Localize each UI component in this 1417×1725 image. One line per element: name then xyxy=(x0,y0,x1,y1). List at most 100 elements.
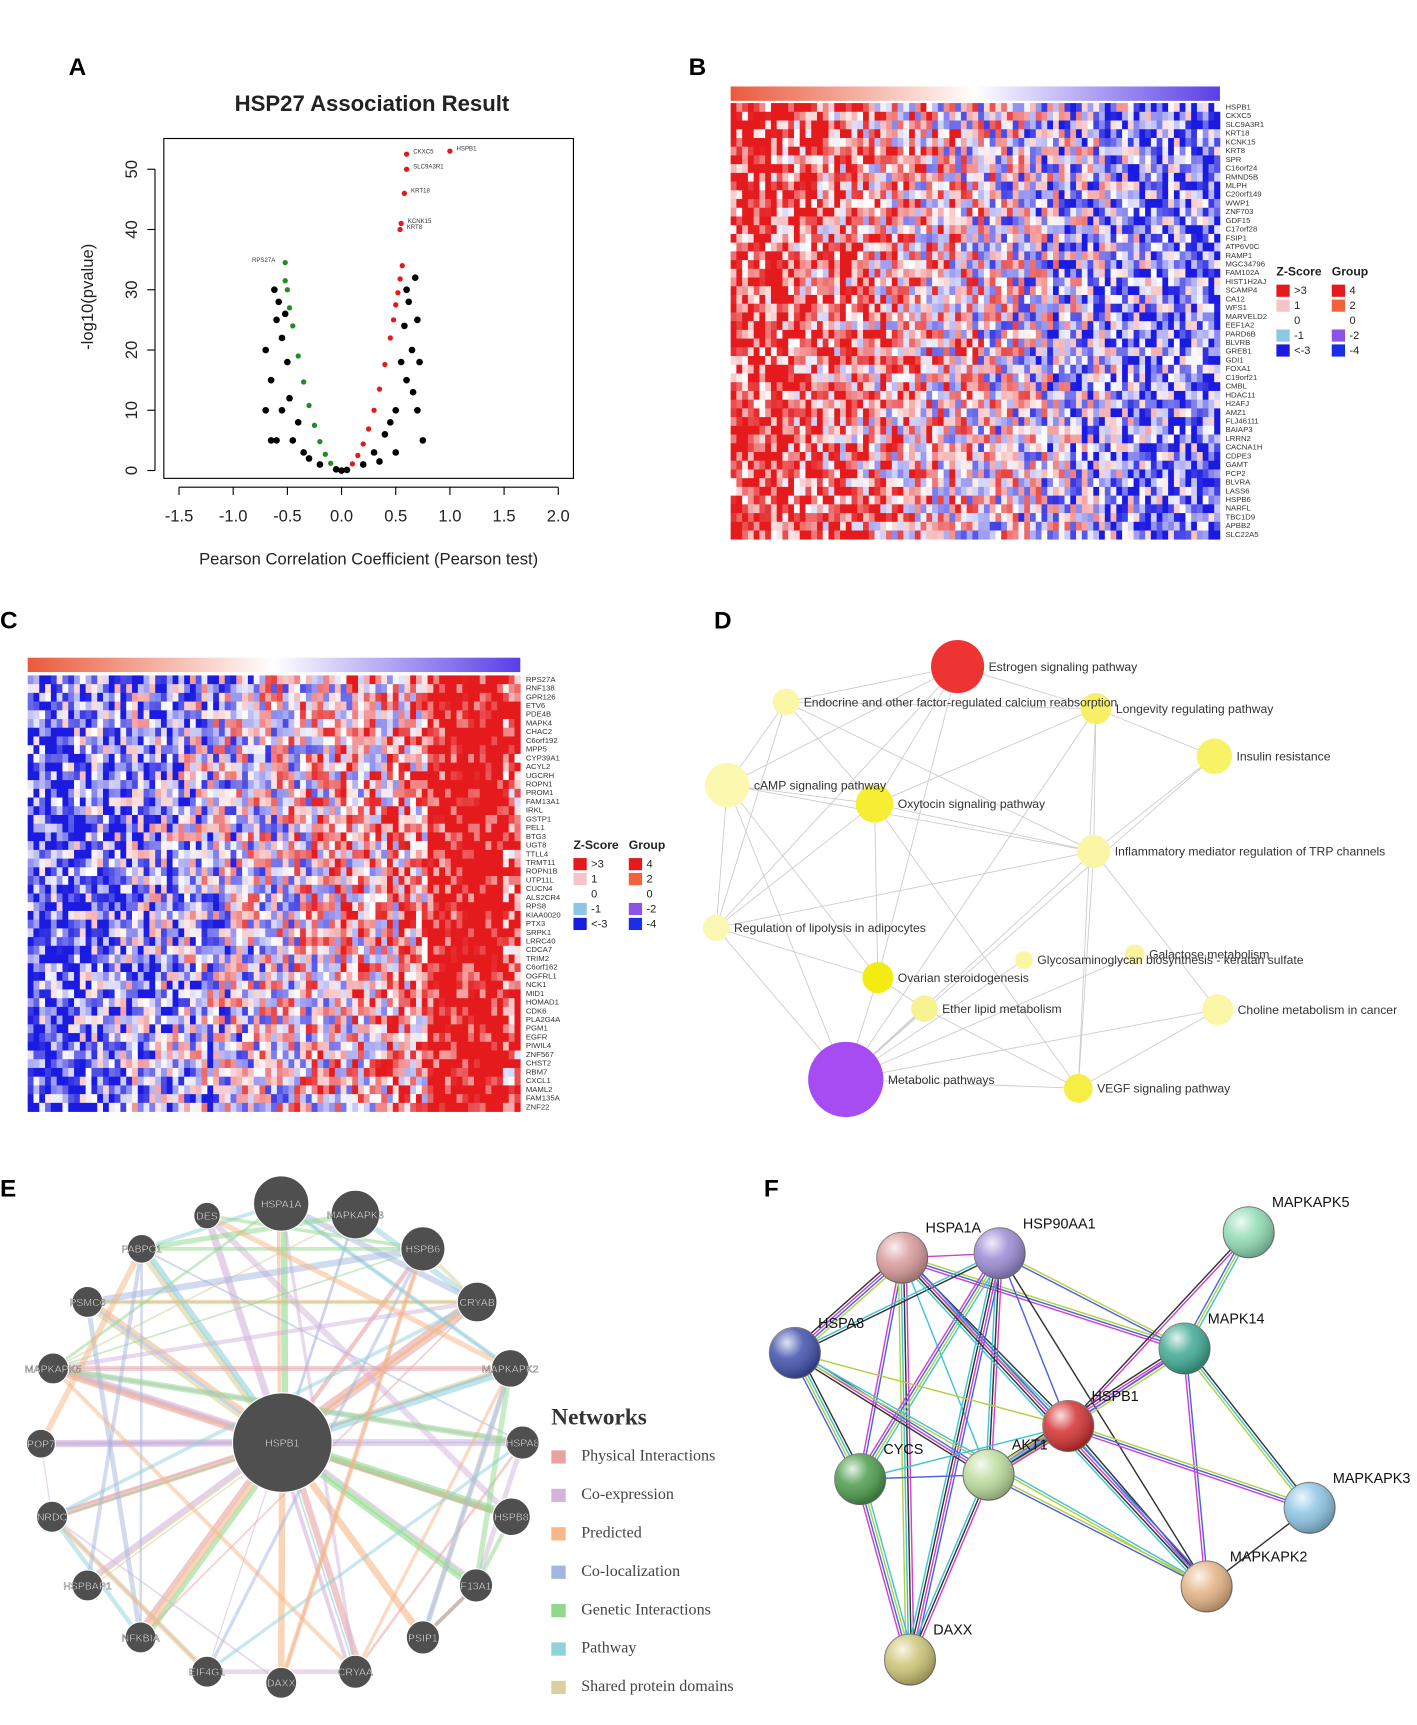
heatmap-cell xyxy=(1018,504,1025,514)
gene-label: C16orf24 xyxy=(1225,164,1258,173)
heatmap-cell xyxy=(1208,225,1215,235)
heatmap-cell xyxy=(770,164,778,174)
heatmap-cell xyxy=(926,530,933,540)
heatmap-cell xyxy=(56,684,63,694)
heatmap-cell xyxy=(1053,417,1060,427)
heatmap-cell xyxy=(1012,260,1019,270)
heatmap-cell xyxy=(799,382,806,392)
heatmap-cell xyxy=(978,190,985,200)
heatmap-cell xyxy=(989,478,996,488)
heatmap-cell xyxy=(880,521,887,531)
heatmap-cell xyxy=(1196,251,1204,261)
heatmap-cell xyxy=(1185,399,1192,409)
heatmap-cell xyxy=(966,364,973,374)
heatmap-cell xyxy=(323,684,330,694)
heatmap-cell xyxy=(730,103,737,113)
heatmap-cell xyxy=(1191,129,1198,139)
heatmap-cell xyxy=(995,443,1002,453)
heatmap-cell xyxy=(427,701,434,711)
heatmap-cell xyxy=(793,452,801,462)
heatmap-cell xyxy=(765,129,772,139)
heatmap-cell xyxy=(759,434,766,444)
heatmap-cell xyxy=(828,434,835,444)
gene-label: KRT18 xyxy=(1225,129,1249,138)
heatmap-cell xyxy=(1041,294,1048,305)
heatmap-cell xyxy=(1196,521,1204,531)
heatmap-cell xyxy=(1162,277,1169,287)
heatmap-cell xyxy=(828,382,835,392)
heatmap-cell xyxy=(937,452,944,462)
heatmap-cell xyxy=(966,277,973,287)
heatmap-cell xyxy=(978,103,985,113)
heatmap-cell xyxy=(788,137,795,148)
heatmap-cell xyxy=(730,513,737,523)
heatmap-cell xyxy=(972,399,979,409)
heatmap-cell xyxy=(1196,233,1204,243)
heatmap-cell xyxy=(317,701,324,711)
heatmap-cell xyxy=(1006,321,1014,331)
heatmap-cell xyxy=(1150,172,1157,182)
heatmap-cell xyxy=(1104,129,1111,139)
heatmap-cell xyxy=(421,684,428,694)
heatmap-cell xyxy=(1081,303,1088,313)
heatmap-cell xyxy=(1179,530,1186,540)
heatmap-cell xyxy=(995,251,1002,261)
heatmap-cell xyxy=(914,521,921,531)
heatmap-cell xyxy=(753,277,760,287)
heatmap-cell xyxy=(1122,469,1129,479)
heatmap-cell xyxy=(983,425,991,435)
heatmap-cell xyxy=(747,242,754,252)
heatmap-cell xyxy=(805,286,812,296)
heatmap-cell xyxy=(932,382,939,392)
heatmap-cell xyxy=(863,111,870,121)
heatmap-cell xyxy=(120,701,127,711)
heatmap-cell xyxy=(834,190,841,200)
heatmap-cell xyxy=(1001,129,1008,139)
heatmap-cell xyxy=(828,233,835,243)
heatmap-cell xyxy=(1018,294,1025,305)
heatmap-cell xyxy=(1081,242,1088,252)
heatmap-cell xyxy=(932,146,939,156)
heatmap-cell xyxy=(1173,382,1180,392)
heatmap-cell xyxy=(868,478,875,488)
heatmap-cell xyxy=(1179,338,1186,348)
heatmap-cell xyxy=(782,356,789,366)
heatmap-cell xyxy=(886,495,893,505)
heatmap-cell xyxy=(770,286,778,296)
heatmap-cell xyxy=(1116,181,1123,191)
heatmap-cell xyxy=(932,321,939,331)
heatmap-cell xyxy=(897,155,904,165)
heatmap-cell xyxy=(937,513,944,523)
heatmap-cell xyxy=(1122,199,1129,209)
heatmap-cell xyxy=(811,303,818,313)
heatmap-cell xyxy=(1133,294,1140,305)
heatmap-cell xyxy=(857,111,864,121)
heatmap-cell xyxy=(891,120,898,130)
heatmap-cell xyxy=(1196,199,1204,209)
heatmap-cell xyxy=(880,452,887,462)
heatmap-cell xyxy=(1024,486,1031,496)
heatmap-cell xyxy=(742,460,749,470)
heatmap-cell xyxy=(271,675,278,685)
heatmap-cell xyxy=(782,242,789,252)
heatmap-cell xyxy=(218,675,226,685)
heatmap-cell xyxy=(966,495,973,505)
heatmap-cell xyxy=(39,684,46,694)
heatmap-cell xyxy=(816,103,824,113)
heatmap-cell xyxy=(793,408,801,418)
heatmap-cell xyxy=(995,207,1002,217)
heatmap-cell xyxy=(989,408,996,418)
heatmap-cell xyxy=(1076,103,1083,113)
heatmap-cell xyxy=(863,347,870,357)
heatmap-cell xyxy=(886,521,893,531)
heatmap-cell xyxy=(1093,277,1100,287)
group-bar xyxy=(27,657,521,673)
heatmap-cell xyxy=(730,443,737,453)
heatmap-cell xyxy=(983,443,991,453)
heatmap-cell xyxy=(195,684,202,694)
heatmap-cell xyxy=(131,719,139,729)
heatmap-cell xyxy=(1047,312,1054,322)
heatmap-cell xyxy=(822,251,829,261)
heatmap-cell xyxy=(1122,443,1129,453)
heatmap-cell xyxy=(782,137,789,148)
